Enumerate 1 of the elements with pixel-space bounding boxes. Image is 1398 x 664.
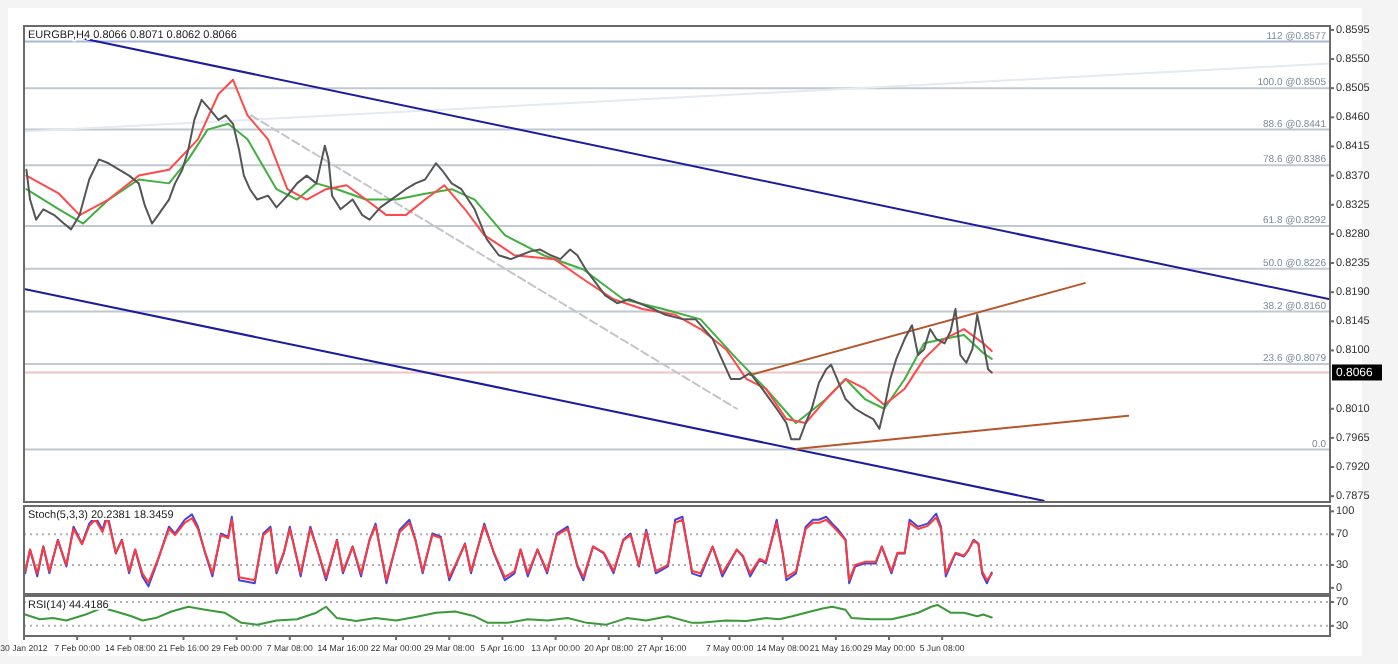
line-series <box>24 603 993 626</box>
